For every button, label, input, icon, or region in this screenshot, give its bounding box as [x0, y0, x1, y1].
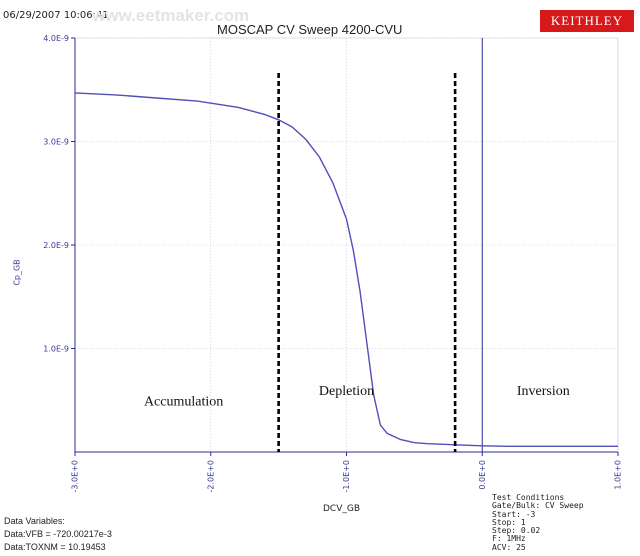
x-tick-label: 0.0E+0 [478, 460, 487, 490]
test-conditions-line: F: 1MHz [492, 534, 526, 544]
y-tick-label: 3.0E-9 [43, 138, 69, 147]
y-axis-label: Cp_GB [12, 259, 22, 286]
region-label: Inversion [517, 384, 570, 399]
test-conditions: Test Conditions Gate/Bulk: CV Sweep Star… [492, 493, 584, 552]
keithley-logo: KEITHLEY [540, 10, 634, 32]
x-tick-label: -2.0E+0 [206, 460, 215, 492]
y-tick-label: 2.0E-9 [43, 241, 69, 250]
test-conditions-line: Test Conditions [492, 493, 565, 502]
data-variables-title: Data Variables: [4, 516, 65, 526]
data-variable-toxnm: Data:TOXNM = 10.19453 [4, 542, 106, 552]
test-conditions-line: Gate/Bulk: CV Sweep [492, 501, 584, 511]
data-variable-vfb: Data:VFB = -720.00217e-3 [4, 529, 112, 539]
test-conditions-line: Step: 0.02 [492, 526, 541, 536]
x-tick-label: -1.0E+0 [342, 460, 351, 492]
y-tick-label: 4.0E-9 [43, 34, 69, 43]
test-conditions-line: Start: -3 [492, 509, 536, 519]
y-tick-label: 1.0E-9 [43, 345, 69, 354]
x-tick-label: 1.0E+0 [614, 460, 623, 490]
timestamp: 06/29/2007 10:06:41 [3, 10, 109, 21]
watermark: www.eetmaker.com [92, 6, 250, 25]
x-tick-label: -3.0E+0 [71, 460, 80, 492]
cv-curve [74, 92, 618, 447]
test-conditions-line: ACV: 25 [492, 542, 526, 552]
region-label: Accumulation [144, 394, 223, 409]
chart-title: MOSCAP CV Sweep 4200-CVU [217, 22, 403, 37]
region-label: Depletion [319, 384, 374, 399]
x-axis-label: DCV_GB [323, 504, 361, 514]
test-conditions-line: Stop: 1 [492, 517, 526, 527]
